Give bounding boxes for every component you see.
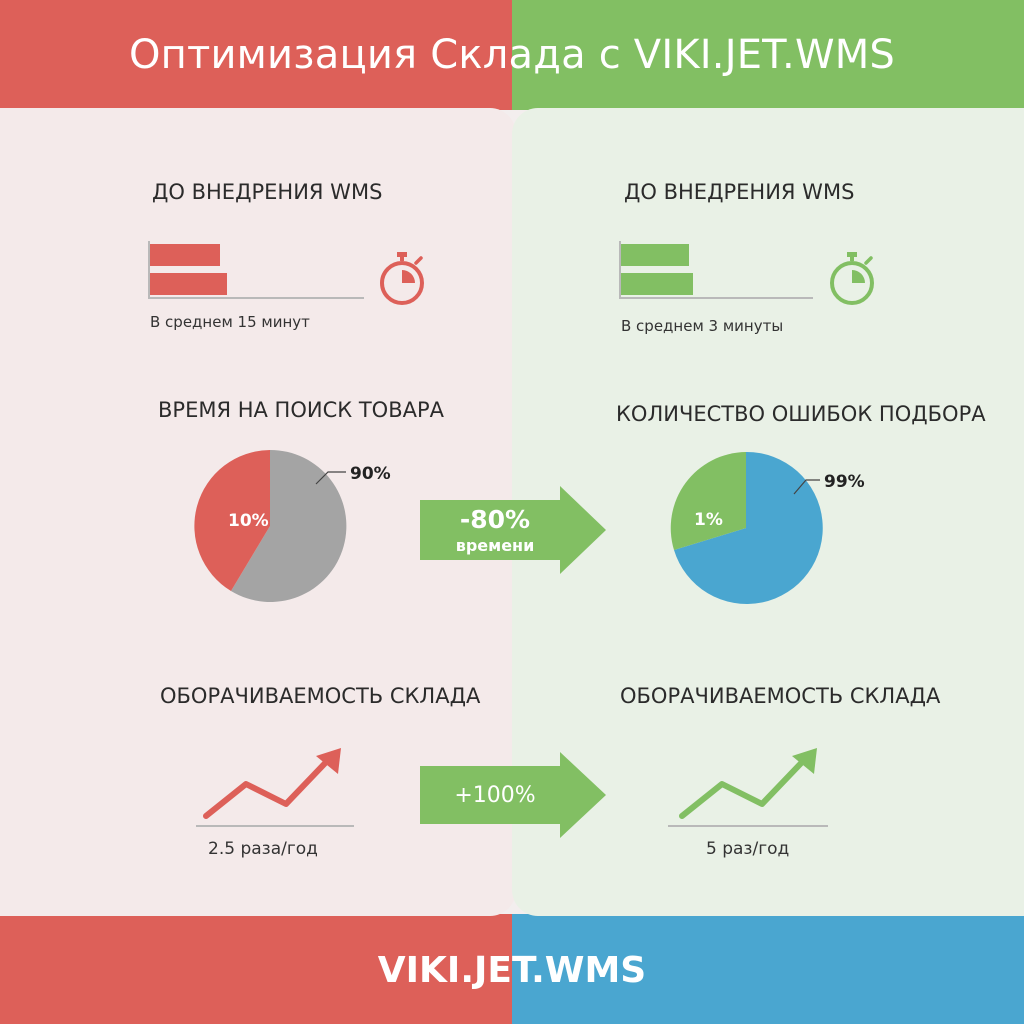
- time-reduction-sub: времени: [455, 536, 535, 555]
- left-pie-slice-10: [194, 450, 270, 591]
- left-bar-1: [150, 244, 220, 266]
- stopwatch-icon: [380, 252, 424, 305]
- left-section3-heading: ОБОРАЧИВАЕМОСТЬ СКЛАДА: [160, 684, 481, 708]
- left-trend-baseline: [196, 825, 354, 827]
- right-bar-axis-y: [619, 241, 621, 299]
- left-pie-chart: 10%: [194, 449, 347, 602]
- footer-band-red: [0, 914, 512, 1024]
- left-section3-caption: 2.5 раза/год: [208, 839, 318, 859]
- footer-band-blue: [512, 914, 1024, 1024]
- left-section1-caption: В среднем 15 минут: [150, 313, 310, 331]
- left-pie-label-90: 90%: [350, 464, 391, 484]
- right-bar-2: [621, 273, 693, 295]
- left-bar-2: [150, 273, 227, 295]
- right-pie-label-99: 99%: [824, 472, 865, 492]
- right-section1-caption: В среднем 3 минуты: [621, 317, 784, 335]
- header-band-green: [512, 0, 1024, 110]
- trend-up-arrow-icon: [203, 748, 341, 819]
- right-section3-heading: ОБОРАЧИВАЕМОСТЬ СКЛАДА: [620, 684, 941, 708]
- time-reduction-value: -80%: [459, 505, 531, 534]
- right-trend-baseline: [668, 825, 828, 827]
- right-pie-leader-line: [793, 479, 820, 495]
- right-section3-caption: 5 раз/год: [706, 839, 790, 859]
- left-bar-axis-y: [148, 241, 150, 299]
- left-pie-leader-line: [315, 471, 346, 485]
- right-pie-slice-1: [670, 452, 746, 550]
- header-band-red: [0, 0, 512, 110]
- right-section1-heading: ДО ВНЕДРЕНИЯ WMS: [624, 180, 855, 204]
- right-pie-chart: 1%: [670, 451, 823, 604]
- right-bar-axis-x: [619, 297, 813, 299]
- left-section2-heading: ВРЕМЯ НА ПОИСК ТОВАРА: [158, 398, 444, 422]
- right-pie-label-1: 1%: [694, 510, 723, 530]
- footer-brand: VIKI.JET.WMS: [377, 950, 647, 991]
- turnover-increase-value: +100%: [454, 783, 536, 808]
- left-bar-axis-x: [148, 297, 364, 299]
- right-pie-slice-99: [674, 451, 823, 604]
- left-pie-label-10: 10%: [228, 511, 269, 531]
- arrow-right-icon: [420, 752, 606, 838]
- left-pie-slice-90: [231, 449, 347, 602]
- page-title: Оптимизация Склада с VIKI.JET.WMS: [128, 32, 896, 78]
- stopwatch-icon: [830, 252, 874, 305]
- right-section2-heading: КОЛИЧЕСТВО ОШИБОК ПОДБОРА: [616, 402, 986, 426]
- arrow-right-icon: [420, 486, 606, 574]
- left-section1-heading: ДО ВНЕДРЕНИЯ WMS: [152, 180, 383, 204]
- right-bar-1: [621, 244, 689, 266]
- trend-up-arrow-icon: [679, 748, 817, 819]
